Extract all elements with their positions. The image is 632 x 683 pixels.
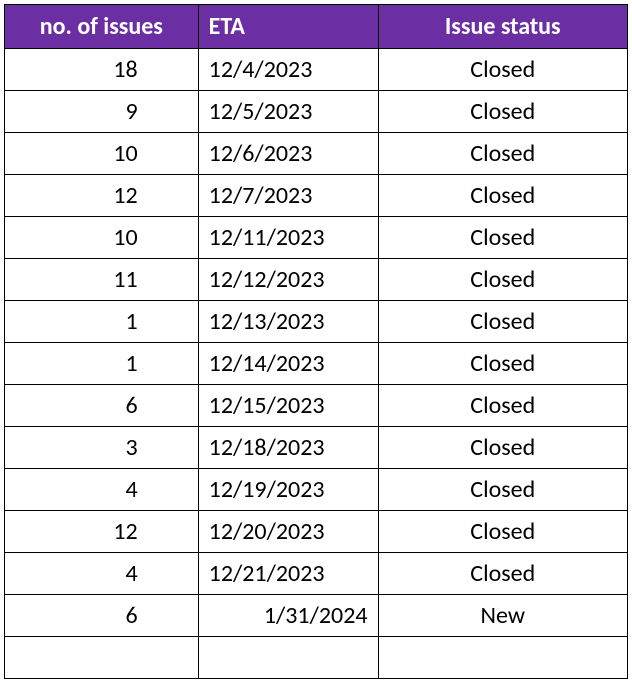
- table-row: 412/19/2023Closed: [5, 469, 628, 511]
- cell-status: Closed: [378, 343, 627, 385]
- table-row: 1112/12/2023Closed: [5, 259, 628, 301]
- table-header: no. of issues ETA Issue status: [5, 5, 628, 49]
- cell-eta: 12/21/2023: [198, 553, 378, 595]
- table-body: 1812/4/2023Closed912/5/2023Closed1012/6/…: [5, 49, 628, 679]
- cell-eta: 12/4/2023: [198, 49, 378, 91]
- cell-status: Closed: [378, 133, 627, 175]
- header-status: Issue status: [378, 5, 627, 49]
- table-row: 1212/20/2023Closed: [5, 511, 628, 553]
- issues-table: no. of issues ETA Issue status 1812/4/20…: [4, 4, 628, 679]
- table-row: 612/15/2023Closed: [5, 385, 628, 427]
- cell-issues: 1: [5, 301, 199, 343]
- cell-issues: 4: [5, 553, 199, 595]
- table-row: 61/31/2024New: [5, 595, 628, 637]
- cell-status: Closed: [378, 217, 627, 259]
- cell-issues: 4: [5, 469, 199, 511]
- cell-issues: 9: [5, 91, 199, 133]
- cell-issues: 10: [5, 133, 199, 175]
- cell-status: Closed: [378, 49, 627, 91]
- cell-status: Closed: [378, 553, 627, 595]
- cell-eta: 12/15/2023: [198, 385, 378, 427]
- table-row: 112/14/2023Closed: [5, 343, 628, 385]
- table-row: 1812/4/2023Closed: [5, 49, 628, 91]
- cell-eta: 12/14/2023: [198, 343, 378, 385]
- table-row: 912/5/2023Closed: [5, 91, 628, 133]
- header-eta: ETA: [198, 5, 378, 49]
- cell-eta: 12/19/2023: [198, 469, 378, 511]
- table-row: 1012/11/2023Closed: [5, 217, 628, 259]
- cell-issues: 10: [5, 217, 199, 259]
- cell-issues: 6: [5, 595, 199, 637]
- cell-eta: 12/20/2023: [198, 511, 378, 553]
- cell-status: Closed: [378, 511, 627, 553]
- cell-issues: 18: [5, 49, 199, 91]
- cell-eta: 1/31/2024: [198, 595, 378, 637]
- cell-eta: 12/11/2023: [198, 217, 378, 259]
- cell-status: Closed: [378, 175, 627, 217]
- table-row: 312/18/2023Closed: [5, 427, 628, 469]
- cell-eta: 12/7/2023: [198, 175, 378, 217]
- cell-status: New: [378, 595, 627, 637]
- cell-empty: [198, 637, 378, 679]
- table-row: 112/13/2023Closed: [5, 301, 628, 343]
- cell-issues: 12: [5, 511, 199, 553]
- cell-issues: 1: [5, 343, 199, 385]
- table-row: 412/21/2023Closed: [5, 553, 628, 595]
- cell-eta: 12/5/2023: [198, 91, 378, 133]
- cell-empty: [378, 637, 627, 679]
- cell-eta: 12/12/2023: [198, 259, 378, 301]
- cell-issues: 12: [5, 175, 199, 217]
- cell-eta: 12/18/2023: [198, 427, 378, 469]
- cell-issues: 6: [5, 385, 199, 427]
- cell-issues: 3: [5, 427, 199, 469]
- table-row: 1012/6/2023Closed: [5, 133, 628, 175]
- cell-status: Closed: [378, 469, 627, 511]
- cell-issues: 11: [5, 259, 199, 301]
- table-row-empty: [5, 637, 628, 679]
- header-issues: no. of issues: [5, 5, 199, 49]
- cell-empty: [5, 637, 199, 679]
- cell-eta: 12/13/2023: [198, 301, 378, 343]
- cell-eta: 12/6/2023: [198, 133, 378, 175]
- cell-status: Closed: [378, 91, 627, 133]
- cell-status: Closed: [378, 427, 627, 469]
- table-row: 1212/7/2023Closed: [5, 175, 628, 217]
- cell-status: Closed: [378, 385, 627, 427]
- cell-status: Closed: [378, 259, 627, 301]
- cell-status: Closed: [378, 301, 627, 343]
